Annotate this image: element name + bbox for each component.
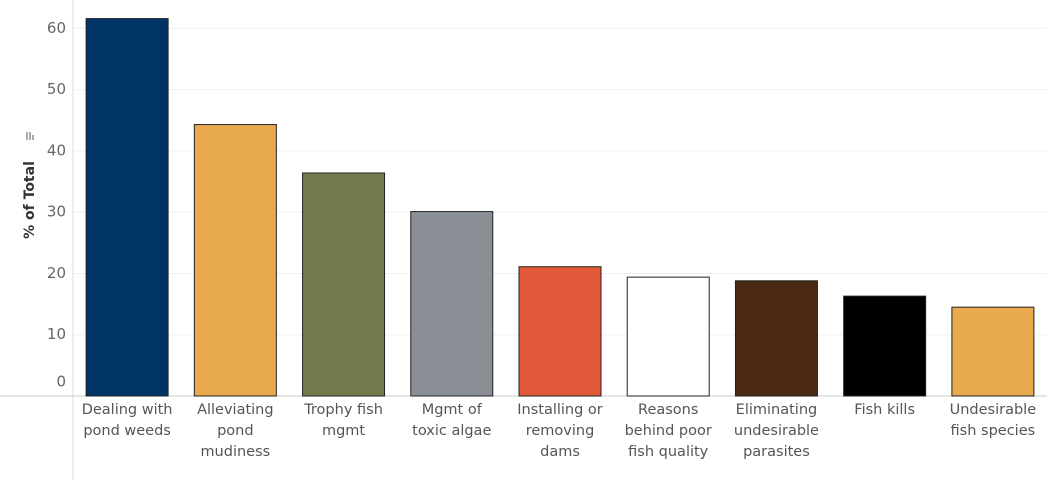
x-tick-label: Eliminating undesirable parasites — [733, 402, 819, 460]
x-tick-label: Alleviating pond mudiness — [197, 402, 274, 460]
x-tick-label: Undesirable fish species — [949, 402, 1037, 439]
bar — [951, 306, 1035, 397]
filter-icon — [26, 132, 34, 140]
y-tick-label: 50 — [47, 80, 66, 98]
bar — [410, 211, 494, 397]
bar — [626, 276, 710, 397]
y-tick-label: 40 — [47, 141, 66, 159]
bar — [734, 280, 818, 397]
bar — [843, 295, 927, 397]
x-tick-label: Reasons behind poor fish quality — [624, 402, 712, 460]
y-tick-label: 20 — [47, 264, 66, 282]
x-tick-label: Dealing with pond weeds — [81, 402, 173, 439]
bar — [518, 266, 602, 397]
bar — [85, 18, 169, 397]
y-tick-label: 0 — [56, 373, 66, 391]
bar — [302, 172, 386, 397]
y-tick-label: 60 — [47, 19, 66, 37]
x-tick-label: Fish kills — [854, 402, 916, 418]
x-tick-label: Installing or removing dams — [517, 402, 603, 460]
y-axis-title: % of Total — [22, 161, 38, 239]
x-tick-label: Mgmt of toxic algae — [412, 402, 492, 439]
x-tick-label: Trophy fish mgmt — [304, 402, 383, 439]
y-tick-label: 10 — [47, 325, 66, 343]
y-tick-label: 30 — [47, 203, 66, 221]
bar — [193, 124, 277, 397]
